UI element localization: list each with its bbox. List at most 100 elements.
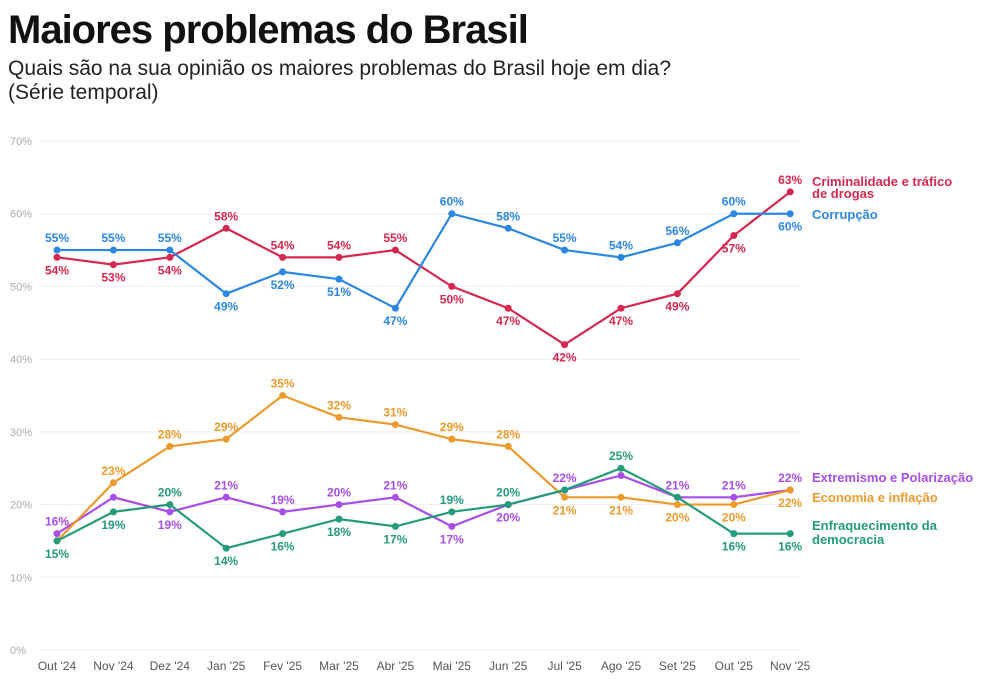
data-label: 54% xyxy=(45,263,69,277)
x-tick-label: Fev '25 xyxy=(263,659,302,673)
data-point xyxy=(730,493,738,501)
data-label: 60% xyxy=(778,220,802,234)
data-label: 21% xyxy=(665,478,689,492)
data-point xyxy=(166,508,174,516)
data-point xyxy=(335,253,343,261)
data-label: 17% xyxy=(383,532,407,546)
data-label: 28% xyxy=(496,427,520,441)
chart-title: Maiores problemas do Brasil xyxy=(8,8,529,52)
data-label: 16% xyxy=(722,540,746,554)
data-label: 35% xyxy=(271,377,295,391)
data-point xyxy=(448,210,456,218)
data-point xyxy=(786,188,794,196)
data-label: 55% xyxy=(383,231,407,245)
data-point xyxy=(730,501,738,509)
data-point xyxy=(786,530,794,538)
series-4: 15% 19% 20% 14% 16% 18% 17% 19% 20% 25% 16% 16% Enfr… xyxy=(45,449,938,568)
data-point xyxy=(222,544,230,552)
data-label: 58% xyxy=(214,209,238,223)
data-label: 51% xyxy=(327,285,351,299)
data-point xyxy=(53,253,61,261)
data-point xyxy=(279,508,287,516)
data-label: 16% xyxy=(778,540,802,554)
data-point xyxy=(673,501,681,509)
legend-label: Enfraquecimento da xyxy=(812,518,938,533)
data-label: 15% xyxy=(45,547,69,561)
y-tick-label: 70% xyxy=(10,136,32,148)
data-point xyxy=(561,493,569,501)
y-tick-label: 30% xyxy=(10,427,32,439)
x-tick-label: Jul '25 xyxy=(547,659,582,673)
data-label: 47% xyxy=(609,314,633,328)
data-label: 31% xyxy=(383,406,407,420)
data-label: 54% xyxy=(327,238,351,252)
data-label: 54% xyxy=(271,238,295,252)
data-label: 20% xyxy=(327,486,351,500)
data-point xyxy=(335,515,343,523)
data-point xyxy=(448,435,456,443)
data-label: 19% xyxy=(271,493,295,507)
legend-label: Corrupção xyxy=(812,207,878,222)
data-point xyxy=(617,304,625,312)
x-tick-label: Jan '25 xyxy=(207,659,246,673)
data-label: 21% xyxy=(553,503,577,517)
subtitle-line1: Quais são na sua opinião os maiores prob… xyxy=(8,57,672,80)
data-point xyxy=(730,232,738,240)
data-label: 63% xyxy=(778,173,802,187)
data-point xyxy=(279,253,287,261)
x-tick-label: Set '25 xyxy=(659,659,696,673)
data-point xyxy=(617,493,625,501)
data-point xyxy=(448,508,456,516)
data-point xyxy=(617,471,625,479)
data-point xyxy=(786,486,794,494)
x-tick-label: Out '24 xyxy=(38,659,77,673)
x-tick-label: Ago '25 xyxy=(601,659,642,673)
data-label: 54% xyxy=(609,238,633,252)
data-label: 54% xyxy=(158,263,182,277)
series-3: 23% 28% 29% 35% 32% 31% 29% 28% 21% 21% 20% 20% 22% E… xyxy=(53,377,938,545)
data-point xyxy=(166,442,174,450)
x-tick-label: Nov '24 xyxy=(93,659,134,673)
data-point xyxy=(166,246,174,254)
data-label: 60% xyxy=(722,195,746,209)
data-point xyxy=(730,210,738,218)
data-label: 52% xyxy=(271,278,295,292)
data-label: 16% xyxy=(271,540,295,554)
data-label: 32% xyxy=(327,398,351,412)
data-label: 50% xyxy=(440,292,464,306)
data-label: 55% xyxy=(45,231,69,245)
data-point xyxy=(504,224,512,232)
data-point xyxy=(222,493,230,501)
data-label: 49% xyxy=(214,300,238,314)
data-point xyxy=(166,253,174,261)
data-label: 53% xyxy=(101,271,125,285)
data-point xyxy=(109,261,117,269)
data-point xyxy=(109,246,117,254)
series-0: 54% 53% 54% 58% 54% 54% 55% 50% 47% 42% 47% 49% 57% 6… xyxy=(45,173,952,365)
y-tick-label: 10% xyxy=(10,572,32,584)
data-label: 55% xyxy=(158,231,182,245)
data-label: 49% xyxy=(665,300,689,314)
series-2: 16% 19% 21% 19% 20% 21% 17% 20% 22% 21% 21% 22% Extr… xyxy=(45,470,973,546)
series-1: 55% 55% 55% 49% 52% 51% 47% 60% 58% 55% 54% 56% 60% 6… xyxy=(45,195,878,329)
series-line xyxy=(56,467,791,550)
data-point xyxy=(53,530,61,538)
data-point xyxy=(109,493,117,501)
data-point xyxy=(53,537,61,545)
y-tick-label: 40% xyxy=(10,354,32,366)
data-label: 19% xyxy=(158,518,182,532)
legend-label: Criminalidade e tráfico xyxy=(812,174,952,189)
data-point xyxy=(673,239,681,247)
data-point xyxy=(279,392,287,399)
data-label: 29% xyxy=(214,420,238,434)
data-label: 22% xyxy=(553,471,577,485)
data-point xyxy=(504,442,512,450)
data-point xyxy=(391,522,399,530)
data-point xyxy=(673,290,681,298)
data-point xyxy=(673,493,681,501)
data-point xyxy=(786,210,794,218)
data-point xyxy=(391,304,399,312)
data-label: 20% xyxy=(158,486,182,500)
data-label: 23% xyxy=(101,464,125,478)
data-label: 22% xyxy=(778,496,802,510)
